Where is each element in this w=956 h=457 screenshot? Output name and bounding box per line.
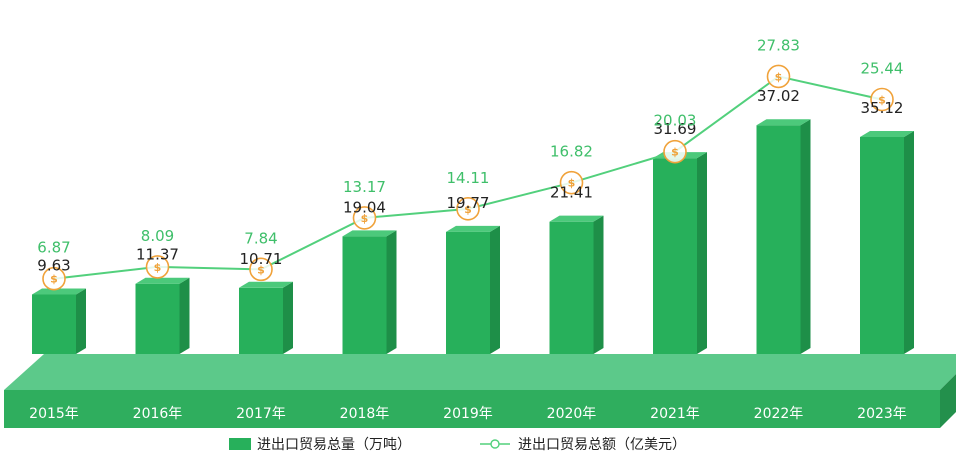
coin-icon: $ [42, 266, 66, 291]
volume-data-label: 31.69 [654, 120, 697, 138]
volume-bar [32, 288, 86, 354]
value-data-label: 25.44 [861, 60, 904, 78]
data-labels: 9.63 11.37 10.71 19.04 19.77 21.41 31.69 37.02 3… [37, 36, 903, 274]
volume-data-label: 19.04 [343, 198, 386, 216]
volume-bar-top [135, 277, 190, 284]
year-axis-labels: 2015年 2016年 2017年 2018年 2019年 2020年 2021年 2022年… [29, 406, 907, 422]
volume-data-label: 35.12 [861, 99, 904, 117]
coin-icon: $ [766, 64, 791, 89]
svg-text:$: $ [50, 273, 58, 286]
volume-bar-top [342, 230, 397, 237]
value-data-label: 8.09 [141, 227, 174, 245]
coin-icon: $ [249, 257, 273, 282]
volume-bar-front [135, 283, 180, 354]
legend-bar-swatch [229, 438, 251, 450]
coin-icon: $ [663, 139, 687, 164]
volume-bar-side [283, 281, 293, 354]
volume-data-label: 9.63 [37, 256, 70, 274]
legend-bar-label: 进出口贸易总量（万吨） [257, 437, 411, 453]
year-tick-label: 2022年 [754, 406, 804, 422]
legend: 进出口贸易总量（万吨） 进出口贸易总额（亿美元） [229, 437, 686, 453]
volume-bar-front [549, 221, 594, 354]
year-tick-label: 2018年 [340, 406, 390, 422]
svg-text:$: $ [568, 177, 576, 190]
volume-data-label: 11.37 [136, 246, 179, 264]
volume-bar-front [342, 236, 387, 354]
volume-data-label: 10.71 [240, 250, 283, 268]
svg-text:$: $ [775, 70, 783, 83]
svg-text:$: $ [361, 212, 369, 225]
volume-bar-side [179, 277, 190, 354]
volume-bar-front [756, 125, 801, 354]
year-tick-label: 2020年 [547, 406, 597, 422]
volume-bar [446, 225, 500, 354]
year-tick-label: 2023年 [857, 406, 907, 422]
volume-bars [32, 119, 914, 354]
volume-bar [239, 281, 293, 354]
floor-side [940, 374, 956, 428]
year-tick-label: 2021年 [650, 406, 700, 422]
floor-front [4, 390, 940, 428]
volume-data-label: 19.77 [447, 194, 490, 212]
value-data-label: 14.11 [447, 169, 490, 187]
volume-data-label: 21.41 [550, 184, 593, 202]
volume-bar [549, 215, 604, 354]
volume-bar-front [446, 231, 490, 354]
coin-icon: $ [456, 197, 480, 221]
coin-icon: $ [145, 255, 170, 279]
volume-bar-side [697, 152, 707, 354]
coin-icon: $ [559, 170, 584, 195]
volume-bar [342, 230, 397, 354]
volume-bar-side [76, 288, 86, 354]
volume-bar [860, 130, 914, 354]
chart-floor [4, 354, 956, 428]
volume-bar-top [549, 215, 604, 222]
legend-line-marker-icon [490, 439, 500, 449]
svg-text:$: $ [257, 263, 265, 276]
volume-bar-side [904, 130, 914, 354]
volume-bar-side [386, 230, 397, 354]
svg-text:$: $ [878, 94, 886, 107]
volume-bar-front [860, 136, 904, 354]
volume-bar-side [593, 215, 604, 354]
volume-data-label: 37.02 [757, 87, 800, 105]
floor-top [4, 354, 956, 390]
value-data-label: 13.17 [343, 178, 386, 196]
svg-text:$: $ [154, 261, 162, 274]
year-tick-label: 2016年 [133, 406, 183, 422]
year-tick-label: 2017年 [236, 406, 286, 422]
year-tick-label: 2019年 [443, 406, 493, 422]
volume-bar-front [239, 287, 283, 354]
coin-icon: $ [870, 87, 894, 112]
volume-bar-top [239, 281, 293, 288]
volume-bar-side [490, 225, 500, 354]
value-data-label: 16.82 [550, 143, 593, 161]
volume-bar [653, 152, 707, 354]
value-data-label: 27.83 [757, 36, 800, 54]
volume-bar-top [32, 288, 86, 295]
volume-bar-top [756, 119, 811, 126]
value-data-label: 20.03 [654, 112, 697, 130]
volume-bar [756, 119, 811, 354]
coin-icon: $ [352, 206, 377, 230]
volume-bar-side [800, 119, 811, 354]
volume-bar-front [653, 158, 697, 354]
value-markers: $ $ $ $ $ $ $ $ $ [42, 64, 894, 291]
value-data-label: 6.87 [37, 239, 70, 257]
volume-bar-front [32, 294, 76, 354]
volume-bar [135, 277, 190, 354]
value-data-label: 7.84 [244, 229, 277, 247]
volume-bar-top [446, 225, 500, 232]
legend-line-label: 进出口贸易总额（亿美元） [518, 437, 686, 453]
svg-text:$: $ [464, 203, 472, 216]
year-tick-label: 2015年 [29, 406, 79, 422]
volume-bar-top [860, 130, 914, 137]
svg-text:$: $ [671, 146, 679, 159]
